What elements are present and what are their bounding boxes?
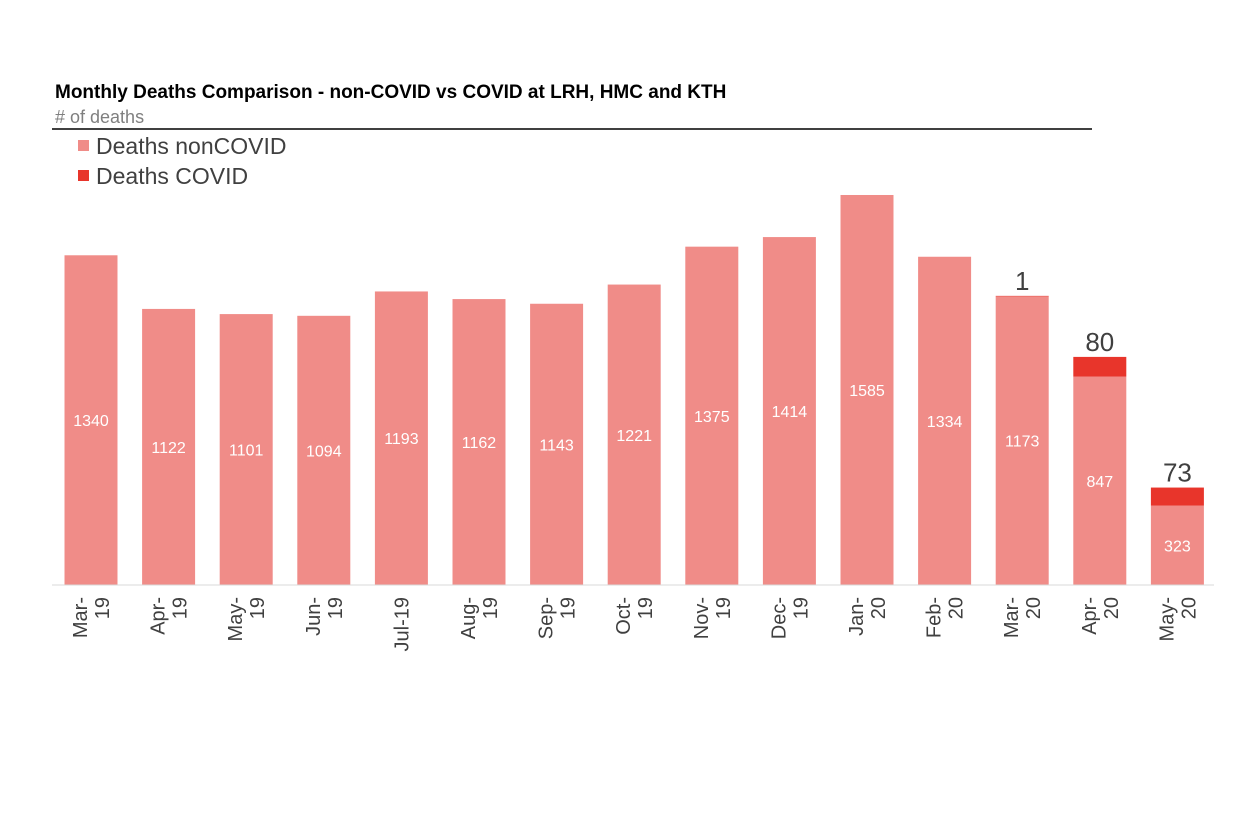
x-tick-label: Jul-19 <box>391 597 413 651</box>
x-tick-label: Mar- 19 <box>70 597 114 638</box>
data-label-noncovid: 1585 <box>849 383 885 400</box>
bar-noncovid <box>64 255 118 585</box>
data-label-noncovid: 1375 <box>694 409 730 426</box>
bar-noncovid <box>918 256 972 585</box>
x-tick-label-line: Jul-19 <box>391 597 413 651</box>
x-tick-label-line: 19 <box>325 597 347 619</box>
x-tick-label-line: 20 <box>946 597 968 619</box>
bar-noncovid <box>840 194 894 585</box>
x-tick-label: Jan- 20 <box>846 597 890 636</box>
x-tick-label-line: Feb- <box>924 597 946 638</box>
data-label-covid: 73 <box>1163 458 1192 488</box>
data-label-noncovid: 1221 <box>616 428 652 445</box>
bar-noncovid <box>374 291 428 585</box>
x-tick-label-line: Nov- <box>691 597 713 639</box>
chart-title: Monthly Deaths Comparison - non-COVID vs… <box>55 82 726 103</box>
x-tick-label: May- 19 <box>225 597 269 641</box>
bar-noncovid <box>995 296 1049 585</box>
bar-noncovid <box>685 246 739 585</box>
bar-covid <box>1150 487 1204 506</box>
bar-noncovid <box>762 237 816 585</box>
data-label-covid: 80 <box>1085 327 1114 357</box>
bar-noncovid <box>142 308 196 585</box>
data-label-noncovid: 1334 <box>927 414 963 431</box>
bar-noncovid <box>452 299 506 585</box>
legend-label-noncovid: Deaths nonCOVID <box>96 133 286 159</box>
x-tick-label-line: Mar- <box>70 597 92 638</box>
data-label-noncovid: 323 <box>1164 538 1191 555</box>
y-axis-label: # of deaths <box>55 107 144 127</box>
legend-label-covid: Deaths COVID <box>96 163 248 189</box>
x-tick-label-line: Apr- <box>1079 597 1101 635</box>
x-tick-label-line: 19 <box>713 597 735 619</box>
x-tick-label: Jun- 19 <box>303 597 347 636</box>
bar-noncovid <box>219 314 273 585</box>
x-tick-label-line: Mar- <box>1001 597 1023 638</box>
x-tick-label-line: 19 <box>247 597 269 619</box>
x-tick-label-line: 20 <box>1178 597 1200 619</box>
x-tick-label: May- 20 <box>1156 597 1200 641</box>
data-label-noncovid: 847 <box>1086 474 1113 491</box>
x-tick-label: Aug- 19 <box>458 597 502 639</box>
bar-noncovid <box>1073 376 1127 585</box>
x-tick-label-line: May- <box>1156 597 1178 641</box>
x-tick-label-line: 19 <box>480 597 502 619</box>
data-label-noncovid: 1414 <box>772 404 808 421</box>
x-tick-label-line: 20 <box>868 597 890 619</box>
x-tick-label: Feb- 20 <box>924 597 968 638</box>
x-axis: Mar- 19 Apr- 19 May- 19 Jun- 19 Jul-19 Aug- 19 Sep-… <box>70 597 1200 651</box>
legend-swatch-noncovid <box>78 140 89 151</box>
x-tick-label-line: 19 <box>92 597 114 619</box>
x-tick-label: Nov- 19 <box>691 597 735 639</box>
x-tick-label-line: 20 <box>1023 597 1045 619</box>
x-tick-label-line: Dec- <box>768 597 790 639</box>
x-tick-label-line: 19 <box>635 597 657 619</box>
data-label-noncovid: 1143 <box>539 437 574 454</box>
data-label-noncovid: 1094 <box>306 443 342 460</box>
bar-noncovid <box>1150 505 1204 585</box>
x-tick-label-line: Jan- <box>846 597 868 636</box>
data-label-noncovid: 1193 <box>384 431 419 448</box>
bar-noncovid <box>297 315 351 585</box>
data-label-noncovid: 1101 <box>229 443 264 460</box>
x-tick-label: Sep- 19 <box>536 597 580 639</box>
x-tick-label-line: Sep- <box>536 597 558 639</box>
x-tick-label: Dec- 19 <box>768 597 812 639</box>
x-tick-label: Oct- 19 <box>613 597 657 635</box>
x-tick-label: Apr- 19 <box>148 597 192 635</box>
x-tick-label-line: 19 <box>790 597 812 619</box>
x-tick-label-line: Aug- <box>458 597 480 639</box>
x-tick-label-line: Jun- <box>303 597 325 636</box>
data-label-noncovid: 1173 <box>1005 434 1040 451</box>
bar-covid <box>1073 356 1127 377</box>
x-tick-label-line: Apr- <box>148 597 170 635</box>
data-label-covid: 1 <box>1015 266 1029 296</box>
x-tick-label: Apr- 20 <box>1079 597 1123 635</box>
bar-noncovid <box>530 303 584 585</box>
bar-noncovid <box>607 284 661 585</box>
legend: Deaths nonCOVID Deaths COVID <box>78 133 286 189</box>
legend-swatch-covid <box>78 170 89 181</box>
data-label-noncovid: 1122 <box>151 440 186 457</box>
bar-covid <box>995 295 1049 297</box>
plot-area: 1340 1122 1101 1094 1193 1162 1143 1221 1375 1414… <box>64 194 1204 585</box>
x-tick-label: Mar- 20 <box>1001 597 1045 638</box>
x-tick-label-line: May- <box>225 597 247 641</box>
data-label-noncovid: 1340 <box>73 413 109 430</box>
data-label-noncovid: 1162 <box>462 435 497 452</box>
x-tick-label-line: 19 <box>170 597 192 619</box>
x-tick-label-line: 19 <box>558 597 580 619</box>
x-tick-label-line: 20 <box>1101 597 1123 619</box>
x-tick-label-line: Oct- <box>613 597 635 635</box>
